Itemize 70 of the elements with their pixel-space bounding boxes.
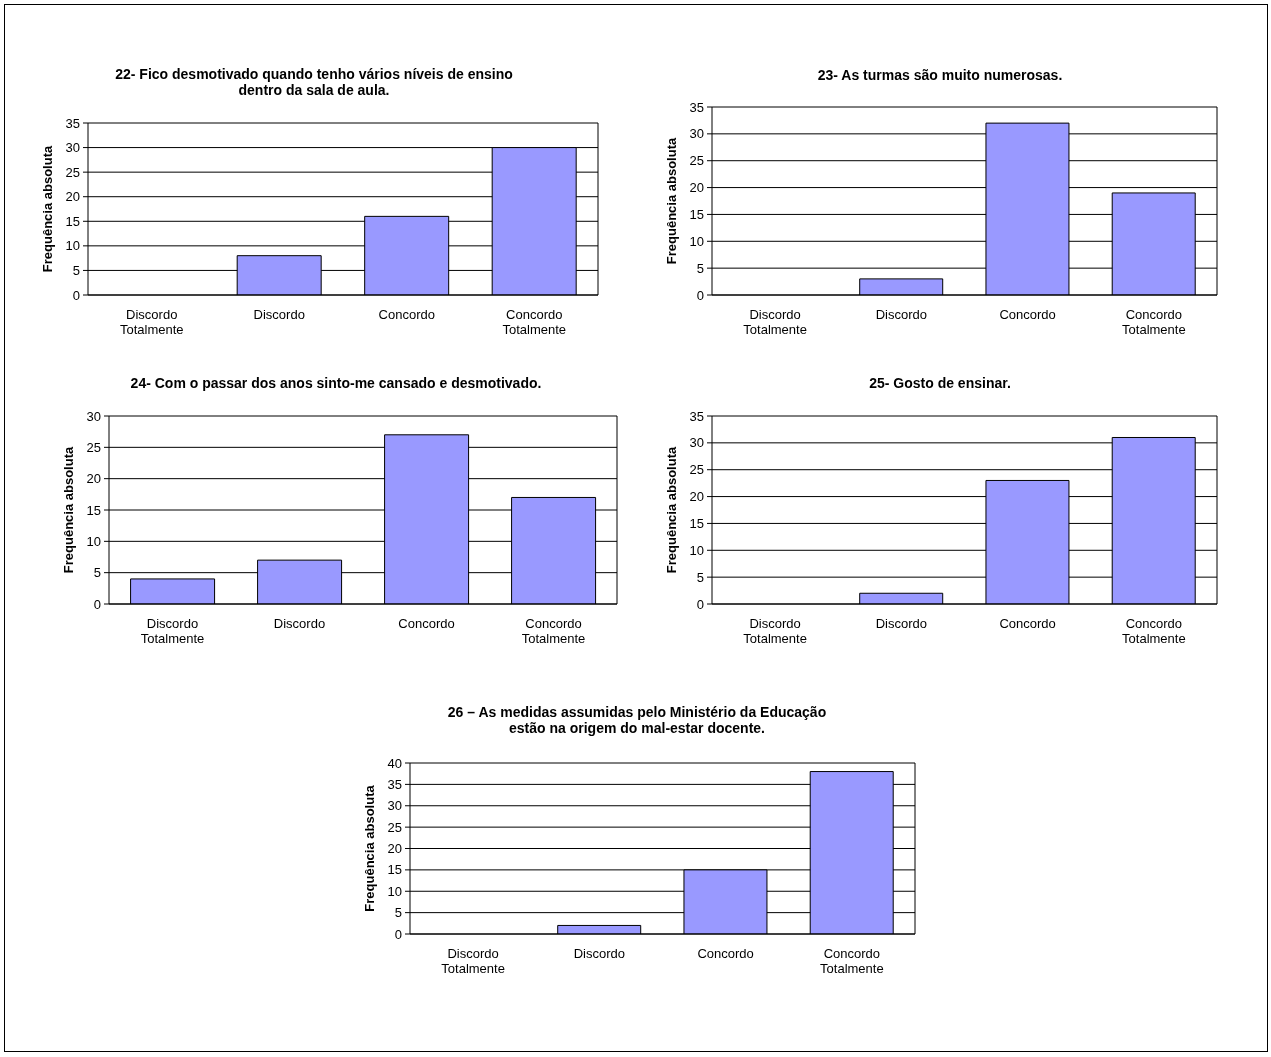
x-tick-label: Discordo Totalmente	[140, 616, 205, 646]
y-tick-label: 35	[689, 99, 704, 115]
y-tick-label: 35	[387, 776, 402, 792]
x-tick-label: Discordo Totalmente	[743, 307, 807, 337]
y-axis-title: Frequência absoluta	[39, 145, 55, 273]
y-tick-label: 40	[387, 755, 402, 771]
y-tick-label: 30	[387, 798, 402, 814]
x-tick-label: Discordo	[875, 307, 928, 322]
y-tick-label: 20	[387, 841, 402, 857]
x-tick-label: Concordo	[697, 946, 754, 961]
y-tick-label: 30	[65, 140, 80, 156]
y-axis-title: Frequência absoluta	[663, 137, 679, 265]
y-tick-label: 15	[65, 213, 80, 229]
x-tick-label: Concordo Totalmente	[502, 307, 567, 337]
y-tick-label: 25	[86, 439, 101, 455]
y-tick-label: 0	[696, 287, 704, 303]
y-tick-label: 30	[689, 435, 704, 451]
y-tick-label: 35	[689, 408, 704, 424]
x-tick-label: Discordo Totalmente	[441, 946, 505, 976]
y-tick-label: 5	[696, 569, 704, 585]
y-tick-label: 15	[689, 207, 704, 223]
y-tick-label: 25	[65, 164, 80, 180]
x-tick-label: Concordo Totalmente	[1122, 307, 1186, 337]
y-tick-label: 10	[387, 883, 402, 899]
y-tick-label: 25	[387, 819, 402, 835]
y-tick-label: 10	[689, 233, 704, 249]
y-axis-title: Frequência absoluta	[361, 784, 377, 912]
y-tick-label: 10	[689, 542, 704, 558]
x-tick-label: Concordo	[398, 616, 455, 631]
x-tick-label: Discordo Totalmente	[743, 616, 807, 646]
y-tick-label: 5	[93, 565, 101, 581]
y-tick-label: 15	[689, 516, 704, 532]
y-axis-title: Frequência absoluta	[60, 446, 76, 574]
y-tick-label: 0	[696, 596, 704, 612]
chart-title: 24- Com o passar dos anos sinto-me cansado e desmotivado.	[129, 375, 543, 391]
chart-title: 22- Fico desmotivado quando tenho vários níveis de ensino dentro da sala de aula.	[114, 66, 514, 98]
y-tick-label: 5	[696, 260, 704, 276]
x-tick-label: Discordo	[573, 946, 626, 961]
y-axis-title: Frequência absoluta	[663, 446, 679, 574]
x-tick-label: Concordo	[378, 307, 435, 322]
y-tick-label: 30	[86, 408, 101, 424]
x-tick-label: Discordo	[273, 616, 326, 631]
y-tick-label: 15	[387, 862, 402, 878]
x-tick-label: Concordo	[999, 616, 1056, 631]
y-tick-label: 20	[65, 189, 80, 205]
y-tick-label: 10	[65, 238, 80, 254]
y-tick-label: 0	[93, 596, 101, 612]
y-tick-label: 0	[72, 287, 80, 303]
y-tick-label: 20	[689, 180, 704, 196]
x-tick-label: Discordo Totalmente	[119, 307, 184, 337]
x-tick-label: Concordo Totalmente	[820, 946, 884, 976]
y-tick-label: 5	[394, 905, 402, 921]
x-tick-label: Concordo	[999, 307, 1056, 322]
x-tick-label: Concordo Totalmente	[1122, 616, 1186, 646]
y-tick-label: 25	[689, 462, 704, 478]
y-tick-label: 20	[689, 489, 704, 505]
y-tick-label: 15	[86, 502, 101, 518]
chart-title: 25- Gosto de ensinar.	[868, 375, 1012, 391]
y-tick-label: 5	[72, 263, 80, 279]
y-tick-label: 30	[689, 126, 704, 142]
x-tick-label: Discordo	[875, 616, 928, 631]
chart-title: 23- As turmas são muito numerosas.	[816, 67, 1064, 83]
y-tick-label: 20	[86, 471, 101, 487]
chart-title: 26 – As medidas assumidas pelo Ministério da Educação estão na origem do mal-estar docente.	[446, 704, 828, 736]
x-tick-label: Concordo Totalmente	[521, 616, 586, 646]
y-tick-label: 0	[394, 926, 402, 942]
y-tick-label: 25	[689, 153, 704, 169]
y-tick-label: 35	[65, 115, 80, 131]
y-tick-label: 10	[86, 533, 101, 549]
x-tick-label: Discordo	[253, 307, 305, 322]
